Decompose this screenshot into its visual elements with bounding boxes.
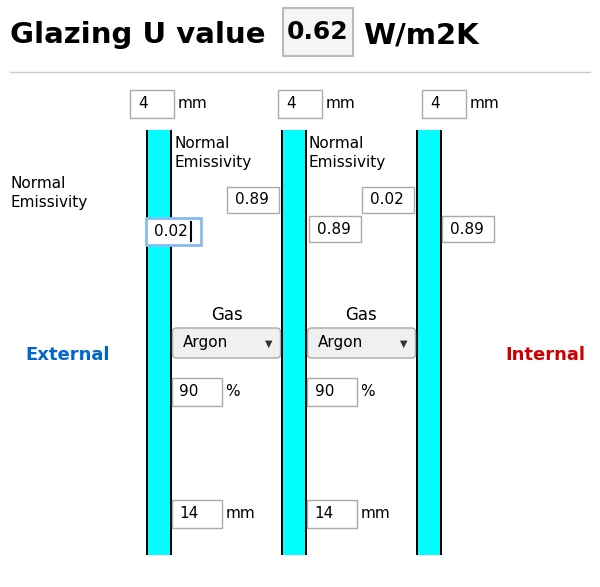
Text: Gas: Gas (211, 306, 242, 324)
Text: mm: mm (226, 507, 255, 521)
Text: 4: 4 (430, 96, 440, 112)
Bar (309, 216, 361, 242)
Bar (283, 8, 353, 56)
Text: ▼: ▼ (400, 339, 407, 349)
Text: ▼: ▼ (265, 339, 272, 349)
Bar (283, 130, 305, 555)
Text: %: % (226, 384, 240, 400)
Bar (362, 187, 414, 213)
Bar (442, 216, 494, 242)
Text: mm: mm (326, 96, 356, 112)
Bar (172, 500, 221, 528)
Text: Normal
Emissivity: Normal Emissivity (174, 136, 251, 170)
FancyBboxPatch shape (173, 328, 281, 358)
Text: Argon: Argon (317, 336, 363, 350)
Bar (227, 187, 279, 213)
Bar (146, 218, 201, 245)
Text: 90: 90 (314, 384, 334, 400)
Text: 0.89: 0.89 (450, 221, 484, 237)
Text: Gas: Gas (346, 306, 377, 324)
Text: 4: 4 (286, 96, 296, 112)
Bar (146, 130, 172, 555)
Text: Argon: Argon (182, 336, 228, 350)
Bar (148, 130, 170, 555)
Text: Internal: Internal (505, 346, 585, 364)
Bar (130, 90, 174, 118)
Text: mm: mm (178, 96, 208, 112)
Text: 0.02: 0.02 (370, 193, 404, 207)
Text: 0.89: 0.89 (317, 221, 351, 237)
Bar (278, 90, 322, 118)
Bar (307, 500, 356, 528)
Text: 14: 14 (179, 507, 199, 521)
Bar (416, 130, 442, 555)
Text: 14: 14 (314, 507, 334, 521)
Bar (172, 378, 221, 406)
Bar (422, 90, 466, 118)
Bar (281, 130, 307, 555)
Text: Normal
Emissivity: Normal Emissivity (10, 176, 87, 210)
Text: 0.89: 0.89 (235, 193, 269, 207)
Text: 0.62: 0.62 (287, 20, 349, 44)
Text: 90: 90 (179, 384, 199, 400)
Text: Normal
Emissivity: Normal Emissivity (309, 136, 386, 170)
Text: 4: 4 (138, 96, 148, 112)
Text: mm: mm (470, 96, 500, 112)
Text: mm: mm (361, 507, 390, 521)
Text: W/m2K: W/m2K (363, 21, 479, 49)
FancyBboxPatch shape (308, 328, 415, 358)
Text: Glazing U value: Glazing U value (10, 21, 265, 49)
Text: External: External (26, 346, 110, 364)
Bar (418, 130, 440, 555)
Text: %: % (361, 384, 375, 400)
Text: 0.02: 0.02 (154, 224, 188, 239)
Bar (307, 378, 356, 406)
